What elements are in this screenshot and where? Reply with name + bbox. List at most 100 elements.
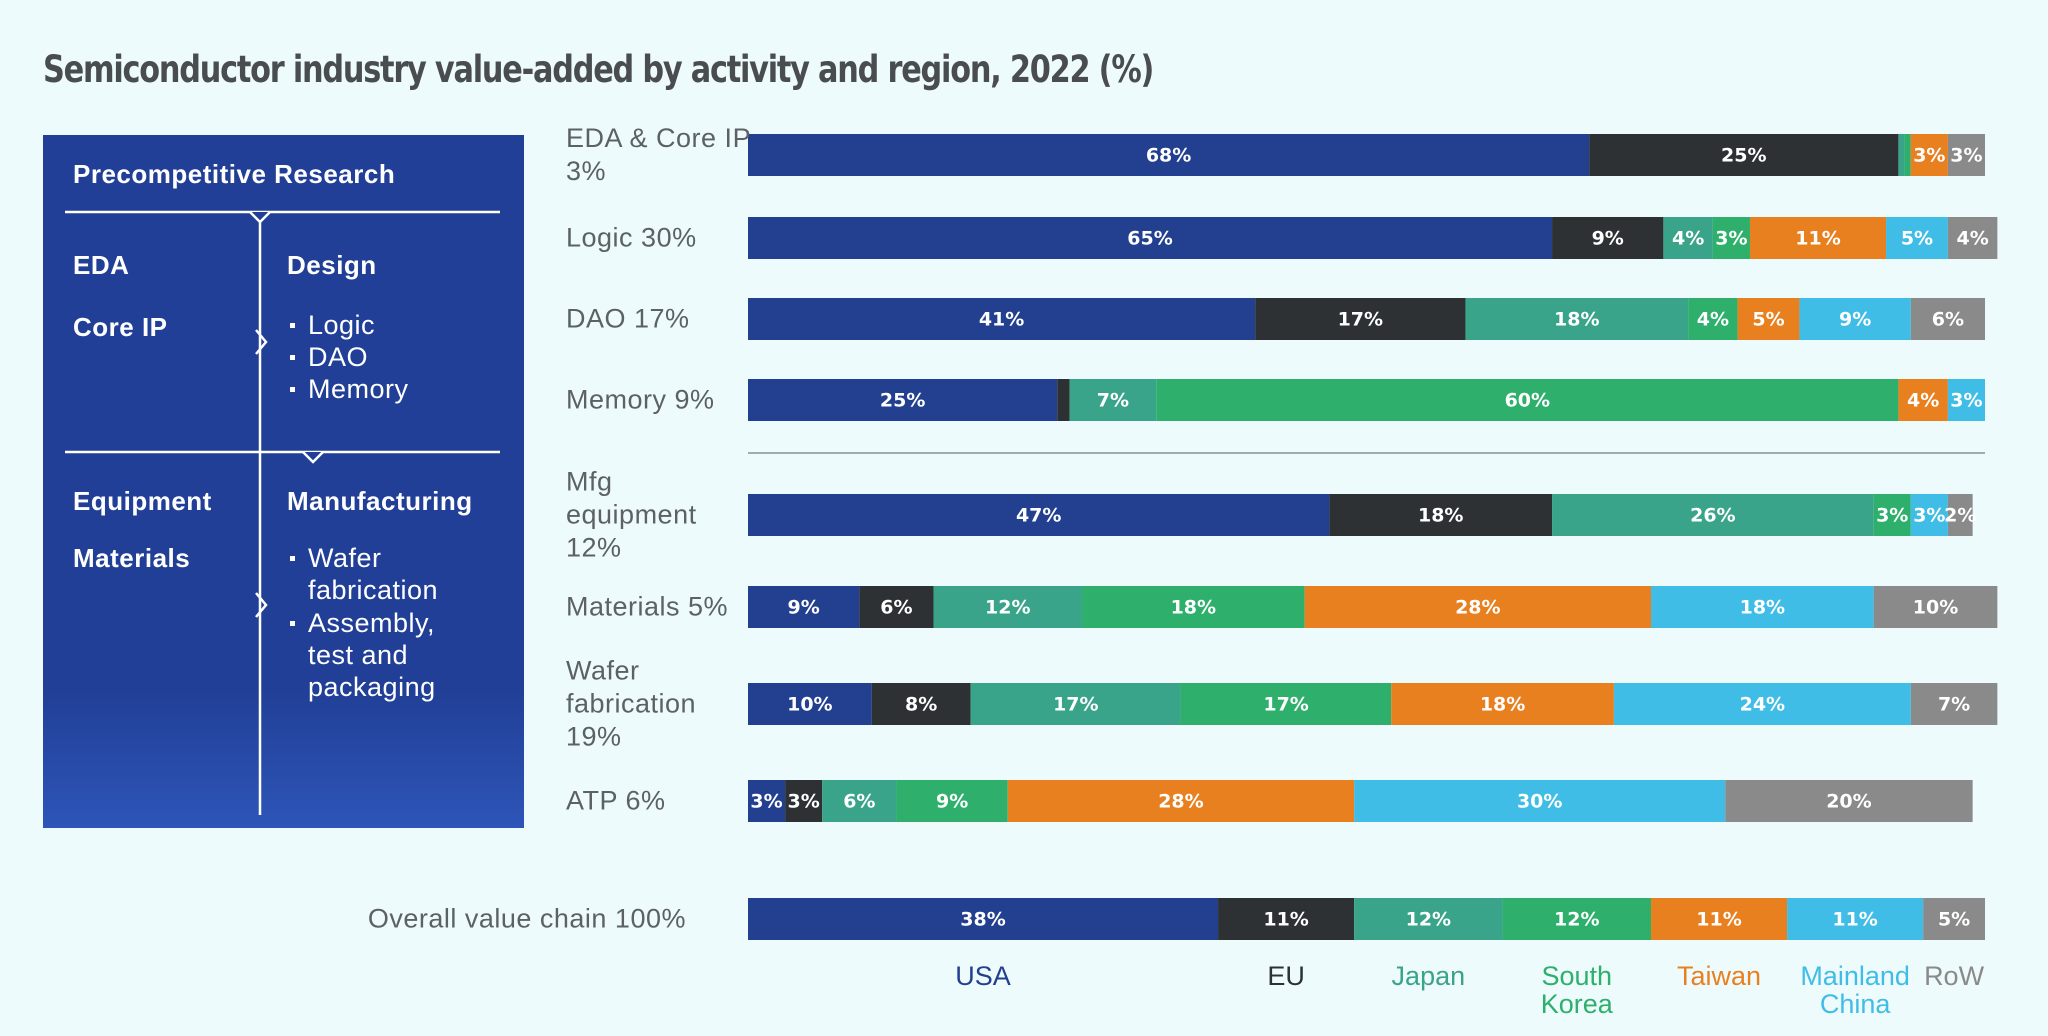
value-label: 18% — [1480, 694, 1525, 716]
panel-label: Core IP — [73, 312, 168, 342]
value-label: 28% — [1455, 597, 1500, 619]
bar-segment — [859, 586, 934, 628]
bar-segment — [1910, 134, 1948, 176]
bar-segment — [1737, 298, 1800, 340]
value-label: 18% — [1554, 309, 1599, 331]
panel-item: Wafer fabrication — [290, 542, 473, 606]
bar-segment — [1651, 898, 1788, 940]
bar-segment — [1057, 379, 1070, 421]
bar-segment — [896, 780, 1008, 822]
value-label: 41% — [979, 309, 1024, 331]
panel-label: Materials — [73, 543, 191, 573]
bar-segment — [933, 586, 1082, 628]
legend-entry: Taiwan — [1677, 961, 1762, 991]
value-label: 17% — [1338, 309, 1383, 331]
category-label: Memory 9% — [566, 384, 715, 415]
bar-segment — [1354, 898, 1503, 940]
value-label: 12% — [1554, 909, 1599, 931]
value-label: 18% — [1740, 597, 1785, 619]
panel-item: DAO — [290, 341, 473, 373]
value-label: 3% — [788, 791, 820, 813]
bar-segment — [1923, 898, 1985, 940]
value-label: 3% — [1950, 145, 1982, 167]
value-label: 7% — [1097, 390, 1129, 412]
panel-title: Precompetitive Research — [73, 159, 396, 189]
value-label: 68% — [1146, 145, 1191, 167]
panel-heading: Design — [287, 250, 377, 280]
bar-segment — [1725, 780, 1973, 822]
value-label: 10% — [787, 694, 832, 716]
panel-label: EDA — [73, 250, 130, 280]
value-label: 8% — [905, 694, 937, 716]
value-label: 18% — [1418, 505, 1463, 527]
bar-segment — [1910, 298, 1985, 340]
value-label: 7% — [1938, 694, 1970, 716]
bar-segment — [748, 586, 860, 628]
value-label: 3% — [1913, 505, 1945, 527]
bar-segment — [1947, 379, 1985, 421]
panel-background — [43, 135, 524, 828]
legend-entry: South Korea — [1540, 961, 1613, 1019]
bar-segment — [1663, 217, 1713, 259]
bar-segment — [1898, 134, 1905, 176]
bar-segment — [1180, 683, 1392, 725]
value-label: 20% — [1826, 791, 1871, 813]
bar-segment — [1218, 898, 1355, 940]
legend-entry: Mainland China — [1800, 961, 1910, 1019]
bar-segment — [1007, 780, 1355, 822]
value-label: 6% — [1932, 309, 1964, 331]
category-label: Overall value chain 100% — [367, 903, 686, 934]
value-label: 12% — [985, 597, 1030, 619]
bar-segment — [1613, 683, 1911, 725]
bar-segment — [748, 780, 786, 822]
value-label: 17% — [1053, 694, 1098, 716]
bar-segment — [748, 217, 1553, 259]
value-label: 38% — [960, 909, 1005, 931]
panel-heading: Manufacturing — [287, 486, 473, 516]
value-label: 4% — [1672, 228, 1704, 250]
bar-segment — [785, 780, 823, 822]
bar-segment — [1947, 494, 1973, 536]
value-label: 4% — [1697, 309, 1729, 331]
value-label: 11% — [1795, 228, 1840, 250]
bar-segment — [1156, 379, 1899, 421]
category-label: Mfg equipment 12% — [566, 466, 697, 563]
bar-segment — [1787, 898, 1924, 940]
value-label: 30% — [1517, 791, 1562, 813]
bar-segment — [1391, 683, 1614, 725]
bar-segment — [1255, 298, 1466, 340]
bar-segment — [748, 683, 872, 725]
value-label: 9% — [936, 791, 968, 813]
bar-segment — [1069, 379, 1157, 421]
bar-segment — [1904, 134, 1911, 176]
value-label: 10% — [1913, 597, 1958, 619]
bar-segment — [1304, 586, 1652, 628]
bar-segment — [1947, 134, 1985, 176]
bar-segment — [1886, 217, 1948, 259]
value-label: 5% — [1938, 909, 1970, 931]
value-label: 60% — [1505, 390, 1550, 412]
value-label: 4% — [1907, 390, 1939, 412]
value-label: 9% — [1839, 309, 1871, 331]
value-label: 2% — [1944, 505, 1976, 527]
category-label: DAO 17% — [566, 303, 690, 334]
bar-segment — [1799, 298, 1911, 340]
bar-segment — [1898, 379, 1948, 421]
bar-segment — [748, 898, 1219, 940]
bar-segment — [748, 494, 1330, 536]
bar-segment — [822, 780, 897, 822]
category-label: EDA & Core IP 3% — [566, 123, 751, 186]
category-label: Materials 5% — [566, 591, 729, 622]
value-label: 18% — [1171, 597, 1216, 619]
bar-segment — [1947, 217, 1998, 259]
bar-segment — [970, 683, 1181, 725]
value-label: 47% — [1016, 505, 1061, 527]
bar-segment — [1651, 586, 1874, 628]
bar-segment — [1712, 217, 1750, 259]
legend-entry: EU — [1267, 961, 1305, 991]
legend-entry: RoW — [1924, 961, 1985, 991]
value-label: 28% — [1158, 791, 1203, 813]
bar-segment — [1910, 494, 1948, 536]
